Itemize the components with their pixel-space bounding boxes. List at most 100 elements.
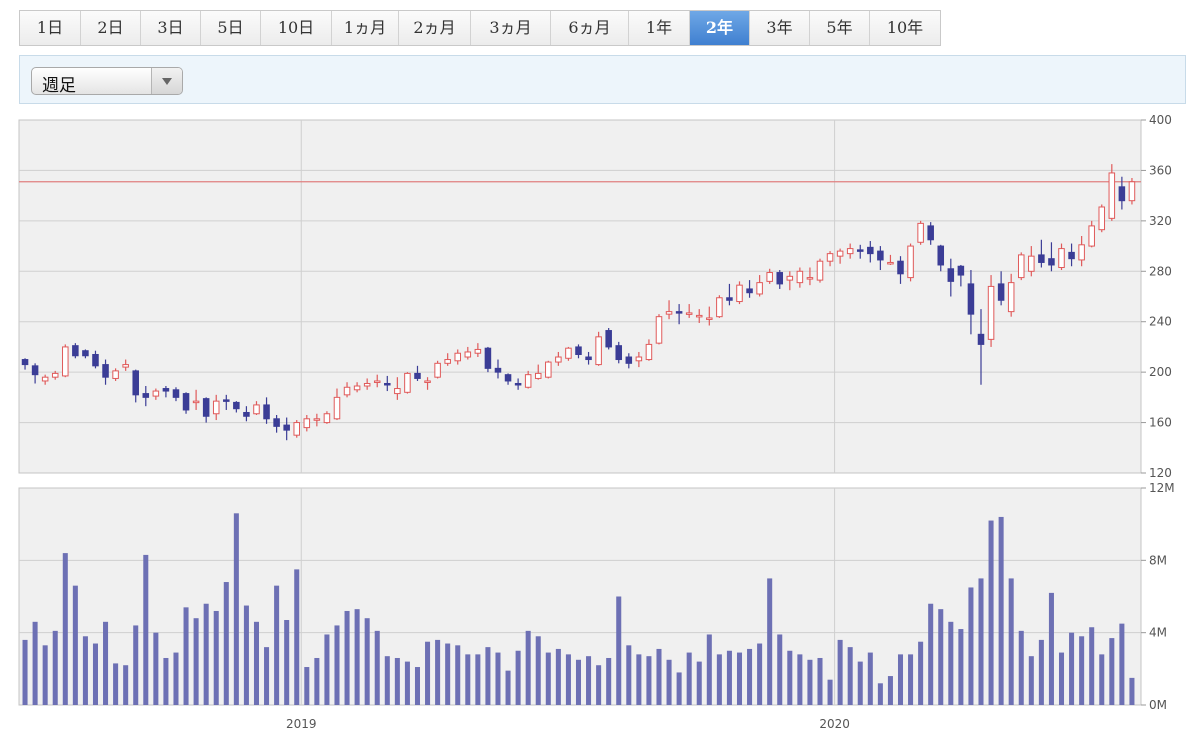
candle-body <box>323 413 331 424</box>
volume-bar <box>908 654 914 705</box>
tab-6ヵ月[interactable]: 6ヵ月 <box>551 11 629 45</box>
candle-body <box>897 260 904 275</box>
tab-3年[interactable]: 3年 <box>750 11 810 45</box>
candle-body <box>1068 251 1075 260</box>
volume-bar <box>143 554 149 705</box>
volume-bar <box>304 667 310 705</box>
volume-bar <box>495 652 501 705</box>
candle-body <box>595 336 602 366</box>
volume-bar <box>22 639 28 705</box>
candle-body <box>645 343 653 361</box>
candle-body <box>806 277 814 280</box>
candle-body <box>947 268 955 282</box>
candle-body <box>494 367 502 373</box>
volume-bar <box>455 645 461 705</box>
candle-body <box>877 250 884 261</box>
tab-3ヵ月[interactable]: 3ヵ月 <box>471 11 551 45</box>
candle-body <box>243 411 250 417</box>
candle-body <box>132 370 139 396</box>
tab-3日[interactable]: 3日 <box>141 11 201 45</box>
candle-body <box>816 260 824 281</box>
candle-body <box>283 424 290 431</box>
candle-body <box>112 370 119 379</box>
tab-2ヵ月[interactable]: 2ヵ月 <box>399 11 471 45</box>
volume-tick-label: 4M <box>1149 626 1167 640</box>
volume-bar <box>807 659 813 705</box>
candle-body <box>102 364 109 378</box>
tab-2年[interactable]: 2年 <box>690 11 750 45</box>
volume-bar <box>767 578 773 705</box>
tab-1日[interactable]: 1日 <box>20 11 81 45</box>
candle-body <box>565 347 572 359</box>
interval-select[interactable]: 週足 <box>31 67 183 96</box>
candle-body <box>474 348 482 354</box>
candle-body <box>464 351 472 358</box>
volume-bar <box>42 645 48 705</box>
candle-body <box>202 398 210 417</box>
candle-body <box>695 314 703 318</box>
volume-bar <box>1058 652 1065 705</box>
candle-body <box>434 362 441 378</box>
volume-bar <box>404 661 410 705</box>
candle-body <box>1118 186 1126 202</box>
candle-body <box>424 380 431 383</box>
candle-body <box>293 422 301 436</box>
candle-body <box>716 297 723 318</box>
volume-bar <box>314 657 320 705</box>
volume-bar <box>465 654 471 705</box>
volume-bar <box>213 610 219 705</box>
volume-bar <box>797 654 803 705</box>
candle-body <box>172 389 180 398</box>
volume-bar <box>666 659 672 705</box>
candle-body <box>182 393 190 411</box>
volume-bar <box>133 625 139 705</box>
volume-bar <box>52 630 58 705</box>
volume-bar <box>606 657 612 705</box>
volume-bar <box>616 596 622 705</box>
volume-bar <box>264 647 270 705</box>
volume-bar <box>777 634 783 705</box>
dropdown-button[interactable] <box>151 68 182 94</box>
volume-bar <box>173 652 179 705</box>
candle-body <box>313 418 321 421</box>
candle-body <box>937 245 945 266</box>
volume-bar <box>475 654 481 705</box>
candle-body <box>635 356 643 362</box>
volume-bar <box>294 569 300 705</box>
tab-5年[interactable]: 5年 <box>810 11 870 45</box>
price-tick-label: 120 <box>1149 466 1172 480</box>
volume-bar <box>747 648 753 705</box>
volume-bar <box>1069 632 1075 705</box>
volume-bar <box>82 636 88 705</box>
candle-body <box>545 361 552 378</box>
volume-bar <box>274 585 280 705</box>
candle-body <box>303 418 311 429</box>
candle-body <box>575 346 582 355</box>
volume-bar <box>716 654 722 705</box>
candle-body <box>192 400 200 404</box>
candle-body <box>1078 244 1085 261</box>
volume-bar <box>696 661 702 705</box>
tab-2日[interactable]: 2日 <box>81 11 141 45</box>
volume-bar <box>928 603 934 705</box>
tab-1年[interactable]: 1年 <box>629 11 690 45</box>
candle-body <box>605 330 612 348</box>
candle-body <box>585 356 592 361</box>
volume-bar <box>62 553 68 705</box>
tab-10日[interactable]: 10日 <box>261 11 332 45</box>
candle-body <box>524 374 532 388</box>
volume-bar <box>958 629 964 705</box>
volume-bar <box>626 645 632 705</box>
candle-body <box>967 283 975 315</box>
tab-10年[interactable]: 10年 <box>870 11 940 45</box>
volume-bar <box>565 654 571 705</box>
volume-bar <box>414 667 421 705</box>
tab-1ヵ月[interactable]: 1ヵ月 <box>332 11 399 45</box>
volume-bar <box>113 663 119 705</box>
volume-bar <box>163 657 169 705</box>
candle-body <box>766 272 773 282</box>
tab-5日[interactable]: 5日 <box>201 11 261 45</box>
candle-body <box>152 390 160 397</box>
volume-bar <box>827 679 833 705</box>
candle-body <box>162 388 170 392</box>
